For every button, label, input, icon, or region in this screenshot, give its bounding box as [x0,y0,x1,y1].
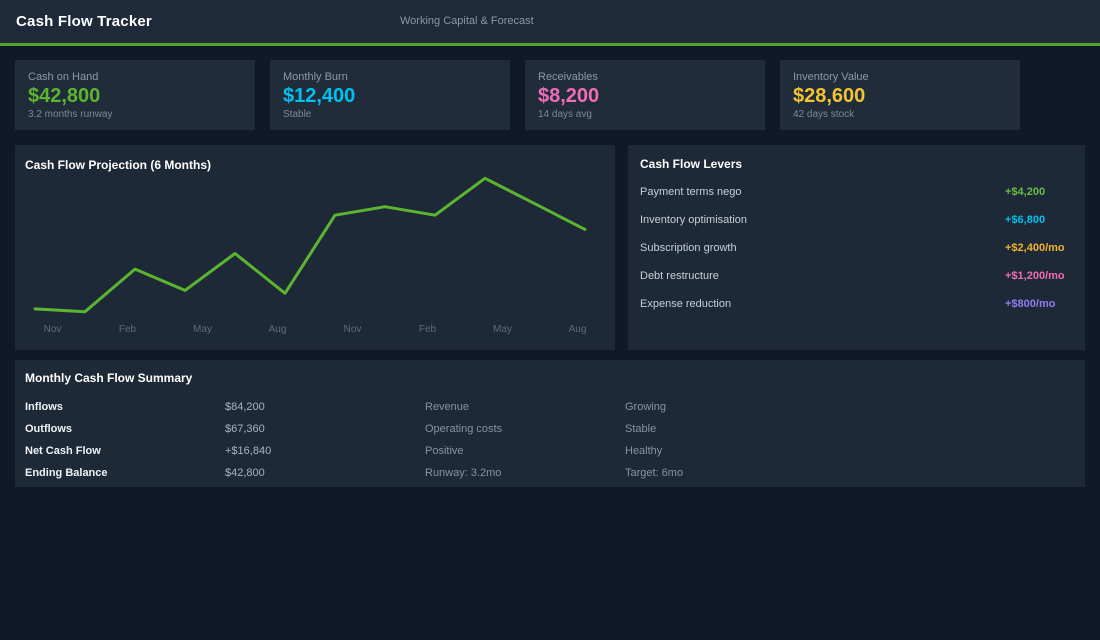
cash-flow-line-chart [33,176,587,314]
lever-label: Expense reduction [640,298,732,310]
lever-label: Debt restructure [640,270,719,282]
summary-row-net-cash-flow: Net Cash Flow +$16,840 Positive Healthy [25,440,1075,462]
stat-value: $8,200 [538,85,600,107]
x-tick-label: Aug [568,324,587,335]
lever-value: +$800/mo [1005,298,1056,310]
stat-label: Monthly Burn [283,71,348,83]
stat-label: Cash on Hand [28,71,99,83]
stat-subtext: 14 days avg [538,109,592,120]
lever-value: +$1,200/mo [1005,270,1065,282]
lever-value: +$6,800 [1005,214,1046,226]
stat-subtext: Stable [283,109,312,120]
stat-subtext: 42 days stock [793,109,855,120]
x-tick-label: Feb [118,324,137,335]
x-tick-label: May [193,324,212,335]
summary-detail: Runway: 3.2mo [425,467,502,479]
stat-value: $28,600 [793,85,866,107]
summary-detail: Positive [425,445,464,457]
stat-label: Receivables [538,71,598,83]
lever-value: +$4,200 [1005,186,1046,198]
summary-row-ending-balance: Ending Balance $42,800 Runway: 3.2mo Tar… [25,462,1075,484]
chart-x-axis: Nov Feb May Aug Nov Feb May Aug [15,324,615,342]
stat-cards-row: Cash on Hand $42,800 3.2 months runway M… [15,60,1100,130]
summary-label: Inflows [25,401,63,413]
page-title: Cash Flow Tracker [16,13,152,30]
chart-title: Cash Flow Projection (6 Months) [25,158,212,172]
summary-amount: $84,200 [225,401,265,413]
lever-label: Subscription growth [640,242,737,254]
x-tick-label: Feb [418,324,437,335]
cash-flow-projection-panel: Cash Flow Projection (6 Months) Nov Feb … [15,145,615,350]
page-subtitle: Working Capital & Forecast [400,15,534,27]
summary-status: Stable [625,423,657,435]
summary-label: Net Cash Flow [25,445,101,457]
summary-amount: +$16,840 [225,445,272,457]
x-tick-label: Nov [343,324,362,335]
stat-card-receivables: Receivables $8,200 14 days avg [525,60,765,130]
stat-card-inventory-value: Inventory Value $28,600 42 days stock [780,60,1020,130]
lever-value: +$2,400/mo [1005,242,1065,254]
main-row: Cash Flow Projection (6 Months) Nov Feb … [15,145,1085,350]
summary-status: Growing [625,401,666,413]
summary-detail: Revenue [425,401,470,413]
summary-detail: Operating costs [425,423,503,435]
app-header: Cash Flow Tracker Working Capital & Fore… [0,0,1100,46]
stat-label: Inventory Value [793,71,869,83]
lever-row-payment-terms: Payment terms nego +$4,200 [640,178,1073,206]
summary-amount: $42,800 [225,467,265,479]
summary-status: Healthy [625,445,663,457]
summary-amount: $67,360 [225,423,265,435]
lever-row-expense-reduction: Expense reduction +$800/mo [640,290,1073,318]
summary-label: Outflows [25,423,73,435]
cash-flow-levers-panel: Cash Flow Levers Payment terms nego +$4,… [628,145,1085,350]
x-tick-label: Nov [43,324,62,335]
monthly-summary-panel: Monthly Cash Flow Summary Inflows $84,20… [15,360,1085,487]
summary-row-outflows: Outflows $67,360 Operating costs Stable [25,418,1075,440]
lever-row-inventory-optimisation: Inventory optimisation +$6,800 [640,206,1073,234]
lever-row-subscription-growth: Subscription growth +$2,400/mo [640,234,1073,262]
stat-value: $12,400 [283,85,356,107]
stat-value: $42,800 [28,85,101,107]
summary-status: Target: 6mo [625,467,684,479]
projection-line [33,176,587,314]
summary-row-inflows: Inflows $84,200 Revenue Growing [25,396,1075,418]
lever-row-debt-restructure: Debt restructure +$1,200/mo [640,262,1073,290]
levers-title: Cash Flow Levers [640,157,743,171]
summary-title: Monthly Cash Flow Summary [25,371,193,385]
lever-label: Payment terms nego [640,186,742,198]
stat-card-cash-on-hand: Cash on Hand $42,800 3.2 months runway [15,60,255,130]
summary-label: Ending Balance [25,467,108,479]
lever-label: Inventory optimisation [640,214,747,226]
stat-subtext: 3.2 months runway [28,109,113,120]
x-tick-label: Aug [268,324,287,335]
x-tick-label: May [493,324,512,335]
stat-card-monthly-burn: Monthly Burn $12,400 Stable [270,60,510,130]
